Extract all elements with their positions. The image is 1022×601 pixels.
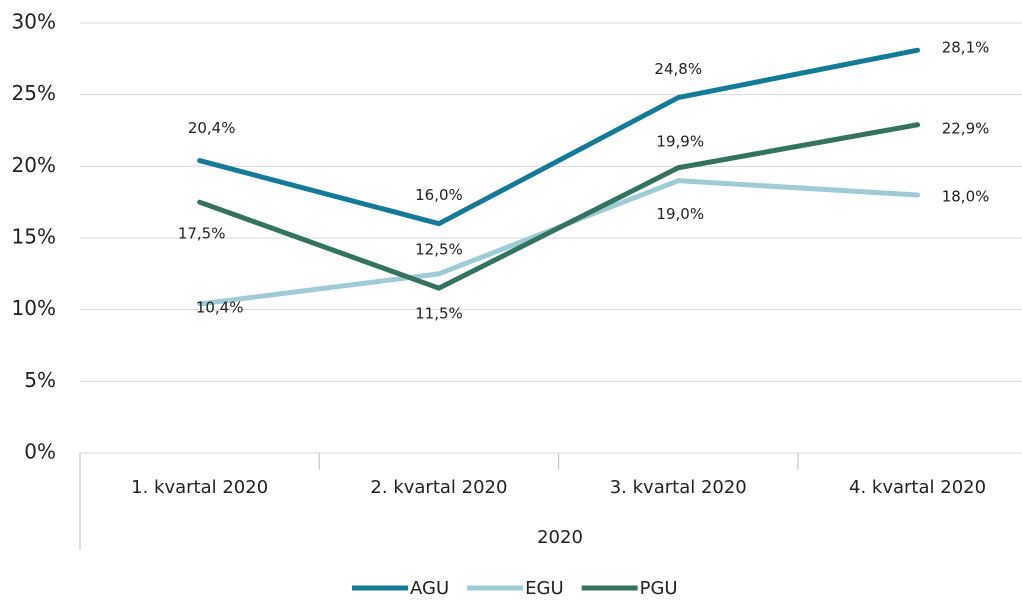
data-label: 17,5% <box>178 225 226 243</box>
data-label: 11,5% <box>415 305 463 323</box>
data-label: 20,4% <box>188 119 236 137</box>
data-label: 12,5% <box>415 240 463 258</box>
data-label: 22,9% <box>942 119 990 137</box>
data-label: 19,0% <box>656 205 704 223</box>
legend-label: PGU <box>640 578 678 599</box>
x-tick-label: 2. kvartal 2020 <box>370 477 507 498</box>
x-tick-label: 4. kvartal 2020 <box>849 477 986 498</box>
x-tick-label: 3. kvartal 2020 <box>610 477 747 498</box>
data-label: 16,0% <box>415 186 463 204</box>
data-label: 19,9% <box>656 132 704 150</box>
y-tick-label: 10% <box>12 296 56 320</box>
y-tick-label: 15% <box>12 225 56 249</box>
legend-label: EGU <box>525 578 564 599</box>
y-tick-label: 30% <box>12 10 56 34</box>
x-tick-label: 1. kvartal 2020 <box>131 477 268 498</box>
line-series <box>197 47 921 227</box>
y-tick-label: 5% <box>24 368 56 392</box>
y-tick-label: 25% <box>12 81 56 105</box>
x-axis-group-label: 2020 <box>537 527 583 548</box>
legend-label: AGU <box>410 578 449 599</box>
y-tick-label: 20% <box>12 153 56 177</box>
data-label: 18,0% <box>942 188 990 206</box>
data-label: 10,4% <box>196 298 244 316</box>
data-label: 28,1% <box>942 39 990 57</box>
line-series <box>197 122 921 291</box>
data-label: 24,8% <box>654 60 702 78</box>
y-tick-label: 0% <box>24 440 56 464</box>
